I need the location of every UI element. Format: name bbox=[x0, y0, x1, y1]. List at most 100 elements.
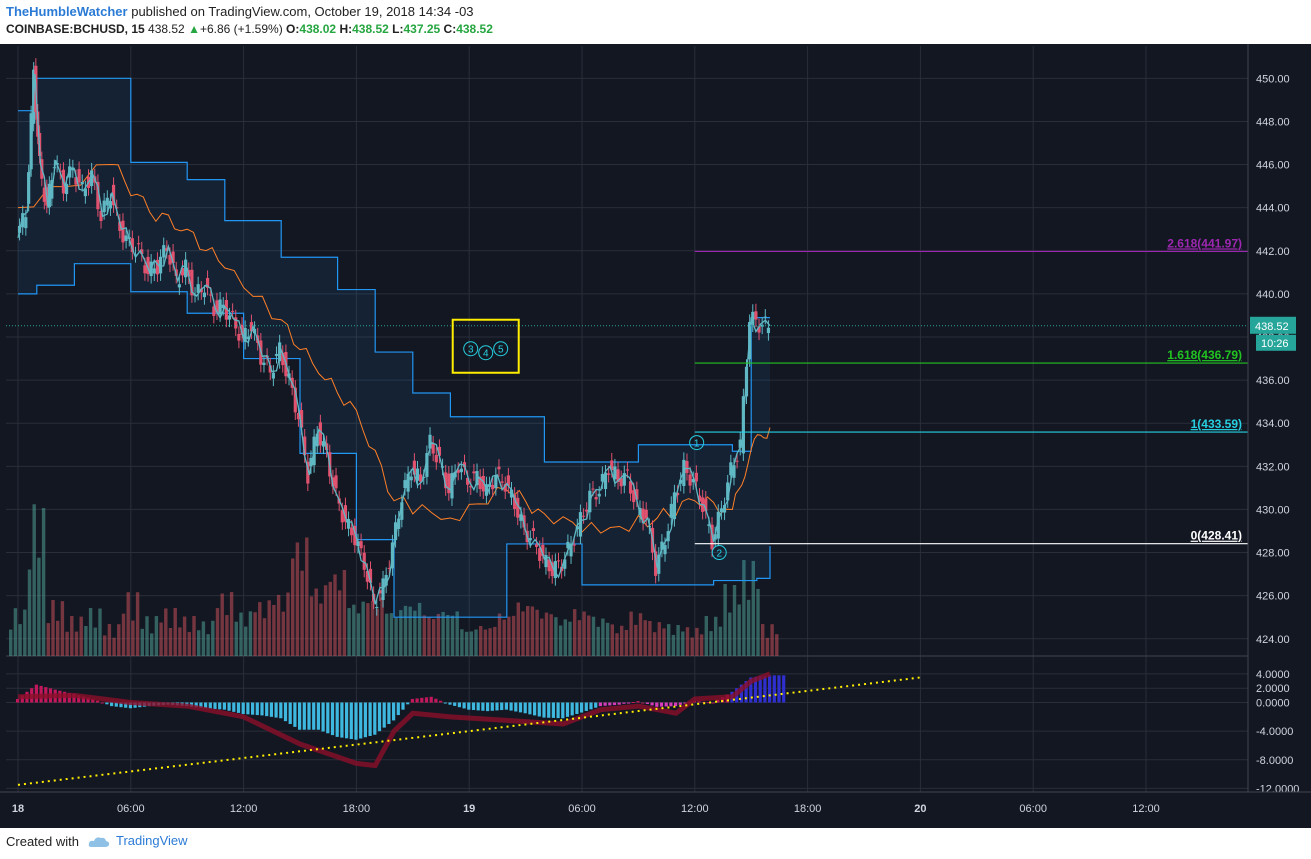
oscillator-bar bbox=[443, 702, 447, 704]
candle bbox=[68, 166, 72, 178]
volume-bar bbox=[215, 608, 220, 656]
volume-bar bbox=[103, 635, 107, 656]
candle bbox=[143, 265, 147, 274]
volume-bar bbox=[333, 574, 337, 656]
price-axis-tick: 440.00 bbox=[1256, 289, 1290, 301]
volume-bar bbox=[88, 608, 93, 656]
volume-bar bbox=[521, 611, 525, 656]
candle bbox=[293, 387, 297, 413]
wave-label: 4 bbox=[483, 349, 489, 360]
oscillator-bar bbox=[307, 702, 311, 730]
volume-bar bbox=[197, 630, 201, 656]
candle bbox=[503, 484, 507, 492]
candle bbox=[434, 454, 438, 463]
volume-bar bbox=[427, 617, 431, 656]
oscillator-bar bbox=[631, 701, 635, 703]
oscillator-bar bbox=[782, 675, 786, 703]
oscillator-bar bbox=[641, 702, 645, 704]
volume-bar bbox=[206, 634, 210, 656]
volume-bar bbox=[60, 601, 65, 656]
chart[interactable]: 2.618(441.97) 1.618(436.79) 1(433.59) 0(428… bbox=[0, 44, 1311, 828]
oscillator-bar bbox=[509, 702, 513, 711]
candle bbox=[271, 372, 275, 379]
oscillator-bar bbox=[533, 702, 537, 716]
volume-bar bbox=[695, 627, 699, 656]
volume-bar bbox=[168, 627, 173, 656]
candle bbox=[428, 434, 432, 449]
candle bbox=[165, 247, 169, 252]
wave-label: 2 bbox=[716, 549, 722, 560]
oscillator-bar bbox=[467, 702, 471, 710]
candle bbox=[306, 461, 310, 484]
oscillator-bar bbox=[373, 702, 377, 735]
oscillator-bar bbox=[302, 702, 306, 730]
oscillator-bar bbox=[255, 702, 259, 716]
volume-bar bbox=[150, 633, 154, 656]
volume-bar bbox=[253, 612, 257, 656]
up-arrow-icon: ▲ bbox=[188, 22, 200, 36]
candle bbox=[130, 238, 134, 253]
candle bbox=[80, 181, 84, 185]
candle bbox=[553, 560, 557, 579]
oscillator-bar bbox=[495, 702, 499, 711]
oscillator-bar bbox=[105, 702, 109, 705]
candle bbox=[497, 466, 501, 470]
close-value: 438.52 bbox=[456, 22, 493, 36]
volume-bar bbox=[370, 600, 375, 656]
oscillator-bar bbox=[768, 675, 772, 703]
volume-bar bbox=[107, 624, 112, 656]
price-axis-tick: 428.00 bbox=[1256, 548, 1290, 560]
author-link[interactable]: TheHumbleWatcher bbox=[6, 4, 128, 19]
time-axis: 18 06:00 12:00 18:00 19 06:00 12:00 18:00 20 06:0… bbox=[0, 791, 1311, 815]
candle bbox=[563, 559, 567, 569]
tradingview-link[interactable]: TradingView bbox=[88, 833, 188, 848]
volume-bar bbox=[540, 618, 544, 656]
candle bbox=[716, 511, 720, 539]
candle bbox=[491, 484, 495, 490]
volume-bar bbox=[309, 596, 314, 656]
volume-bar bbox=[234, 621, 238, 656]
candle bbox=[318, 422, 322, 446]
volume-bar bbox=[342, 570, 347, 656]
volume-bar bbox=[84, 626, 88, 656]
candle bbox=[111, 184, 116, 206]
candle bbox=[315, 433, 319, 447]
oscillator-bar bbox=[744, 681, 748, 703]
volume-bar bbox=[751, 560, 755, 656]
price-axis-tick: 430.00 bbox=[1256, 504, 1290, 516]
candle bbox=[628, 481, 633, 494]
candle bbox=[102, 200, 106, 213]
candle bbox=[447, 473, 451, 494]
volume-bar bbox=[248, 611, 253, 656]
wave-circle bbox=[711, 545, 727, 561]
oscillator-bar bbox=[608, 702, 612, 706]
oscillator-bar bbox=[114, 702, 118, 707]
candle bbox=[346, 518, 351, 529]
oscillator-bar bbox=[772, 675, 776, 703]
oscillator-bar bbox=[345, 702, 349, 739]
candle bbox=[108, 201, 113, 209]
volume-bar bbox=[182, 616, 187, 656]
oscillator-bar bbox=[514, 702, 518, 712]
candle bbox=[384, 574, 388, 586]
price-axis-tick: 424.00 bbox=[1256, 634, 1290, 646]
candle bbox=[657, 554, 661, 574]
candle bbox=[168, 255, 172, 265]
candle bbox=[281, 352, 285, 366]
volume-bar bbox=[276, 594, 281, 656]
volume-bar bbox=[601, 618, 605, 656]
volume-bar bbox=[634, 624, 638, 656]
volume-bar bbox=[732, 584, 737, 656]
candle bbox=[353, 525, 357, 546]
volume-bar bbox=[765, 637, 770, 656]
oscillator-bar bbox=[199, 702, 203, 708]
ohlc-line: COINBASE:BCHUSD, 15 438.52 ▲+6.86 (+1.59… bbox=[6, 22, 493, 36]
candle bbox=[660, 541, 664, 550]
candle bbox=[513, 494, 517, 509]
candle bbox=[21, 213, 25, 228]
candle bbox=[444, 472, 448, 489]
volume-bar bbox=[140, 628, 144, 656]
time-axis-tick: 18:00 bbox=[343, 803, 371, 815]
oscillator-bar bbox=[349, 702, 353, 740]
candle bbox=[616, 469, 620, 482]
